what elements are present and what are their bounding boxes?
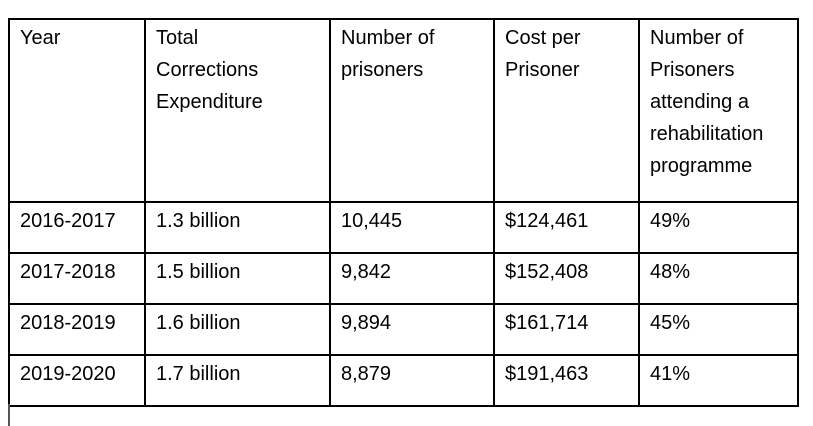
table-cell-year: 2018-2019 — [8, 303, 146, 356]
table-cell-prisoners: 8,879 — [329, 354, 495, 407]
table-cell-year: 2017-2018 — [8, 252, 146, 305]
table-cell-expenditure: 1.5 billion — [144, 252, 331, 305]
table-row: 2018-2019 1.6 billion 9,894 $161,714 45% — [8, 303, 799, 356]
table-row: 2016-2017 1.3 billion 10,445 $124,461 49… — [8, 201, 799, 254]
table-cell-prisoners: 9,894 — [329, 303, 495, 356]
table-cell-cost: $124,461 — [493, 201, 640, 254]
page-edge-divider — [8, 404, 10, 426]
table-cell-cost: $161,714 — [493, 303, 640, 356]
table-row: 2017-2018 1.5 billion 9,842 $152,408 48% — [8, 252, 799, 305]
table-cell-cost: $152,408 — [493, 252, 640, 305]
table-cell-rehab-percent: 48% — [638, 252, 799, 305]
table-cell-rehab-percent: 49% — [638, 201, 799, 254]
table-cell-expenditure: 1.7 billion — [144, 354, 331, 407]
table-cell-expenditure: 1.6 billion — [144, 303, 331, 356]
corrections-table: Year Total Corrections Expenditure Numbe… — [8, 18, 799, 407]
table-cell-prisoners: 10,445 — [329, 201, 495, 254]
table-cell-year: 2019-2020 — [8, 354, 146, 407]
table-cell-prisoners: 9,842 — [329, 252, 495, 305]
header-cell-cost-per-prisoner: Cost per Prisoner — [493, 18, 640, 203]
table-cell-rehab-percent: 41% — [638, 354, 799, 407]
table-cell-expenditure: 1.3 billion — [144, 201, 331, 254]
table-cell-cost: $191,463 — [493, 354, 640, 407]
table-cell-year: 2016-2017 — [8, 201, 146, 254]
header-cell-number-of-prisoners: Number of prisoners — [329, 18, 495, 203]
header-cell-year: Year — [8, 18, 146, 203]
header-cell-rehabilitation-attendance: Number of Prisoners attending a rehabili… — [638, 18, 799, 203]
header-cell-total-expenditure: Total Corrections Expenditure — [144, 18, 331, 203]
table-cell-rehab-percent: 45% — [638, 303, 799, 356]
header-row: Year Total Corrections Expenditure Numbe… — [8, 18, 799, 203]
table-row: 2019-2020 1.7 billion 8,879 $191,463 41% — [8, 354, 799, 407]
